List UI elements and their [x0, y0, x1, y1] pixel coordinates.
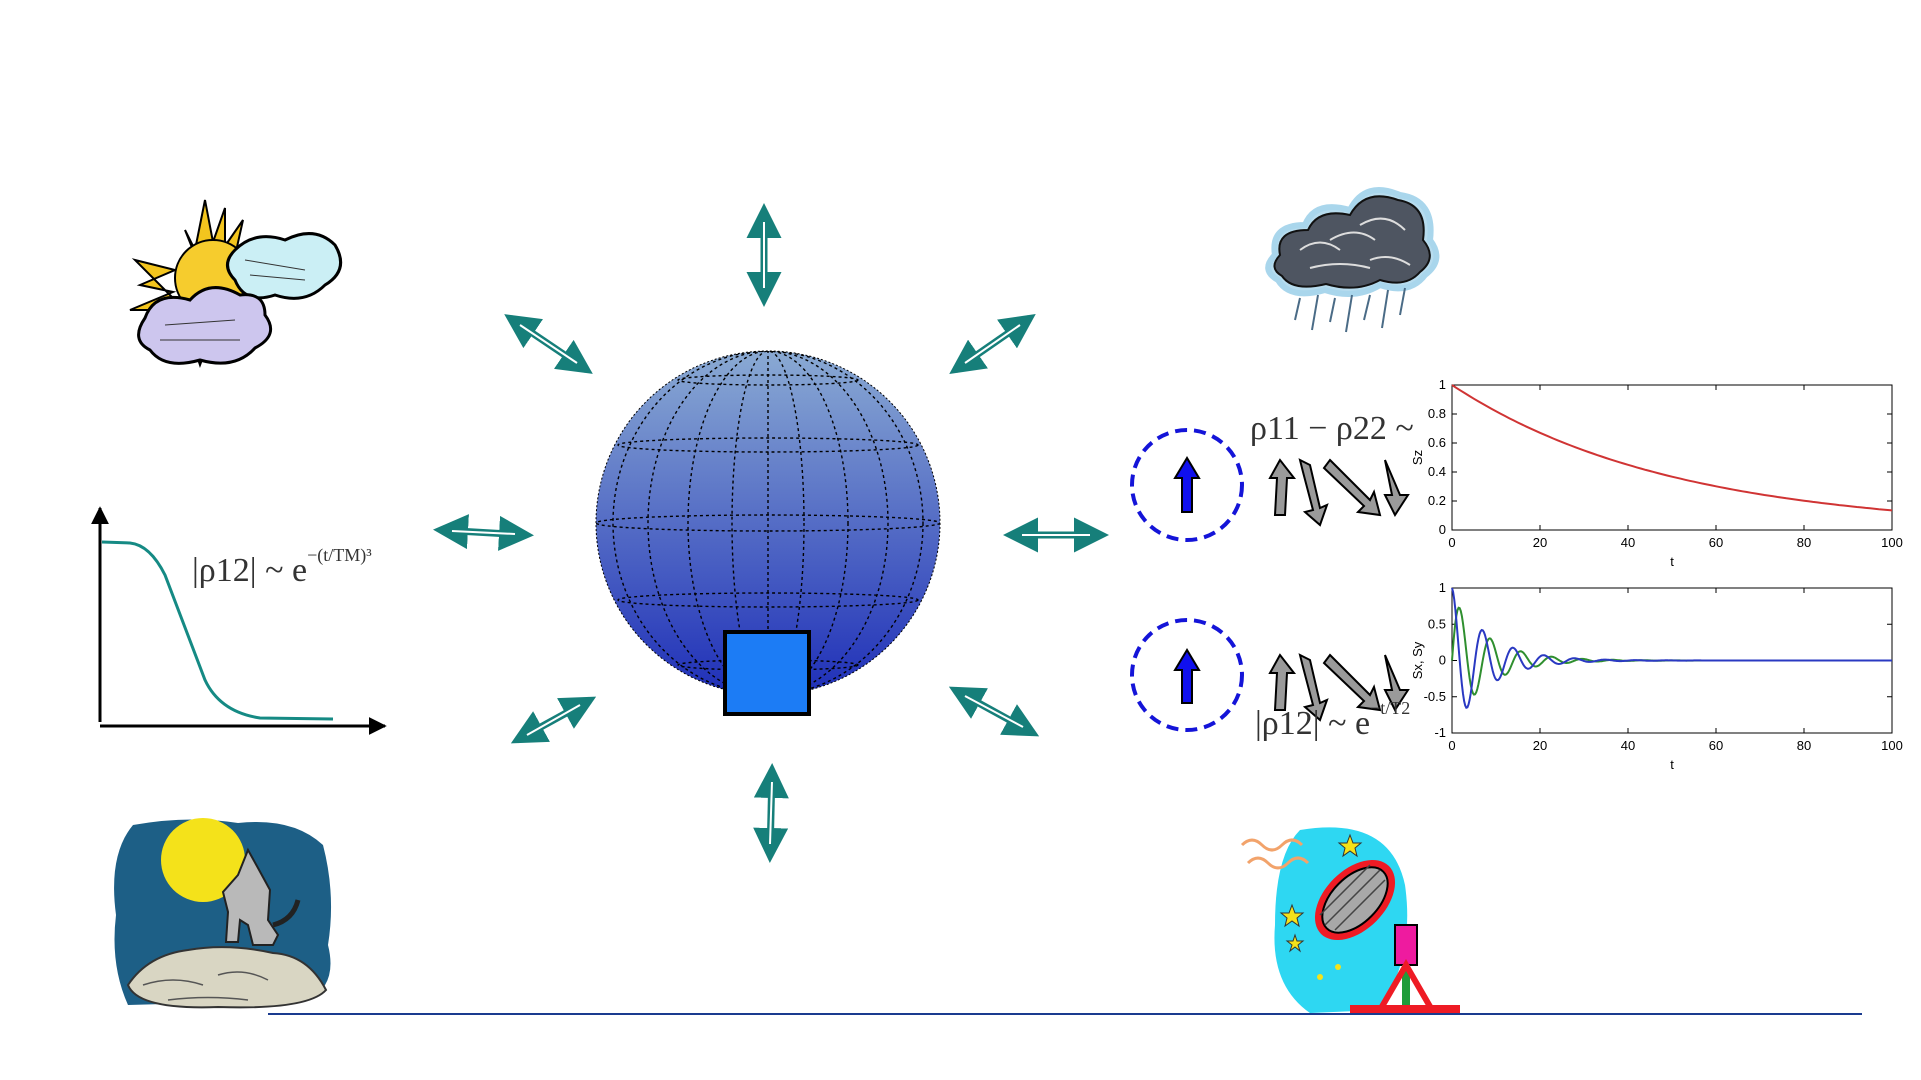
y-tick-label: -0.5	[1424, 689, 1446, 704]
spin-bath-arrows-icon	[1268, 653, 1410, 722]
spin-circle	[1130, 618, 1244, 732]
moon-coyote-icon	[114, 818, 332, 1009]
x-tick-label: 60	[1709, 738, 1723, 753]
x-tick-label: 40	[1621, 535, 1635, 550]
population-equation: ρ11 − ρ22 ~	[1250, 410, 1414, 447]
radio-dish-icon	[1240, 827, 1460, 1013]
spin-diagram-bottom	[1130, 618, 1410, 732]
plot-frame	[1451, 384, 1893, 531]
x-axis-label: t	[1670, 554, 1674, 569]
globe-sphere	[595, 350, 941, 696]
coherence-decay-plot	[91, 506, 387, 735]
spin-up-arrow-icon	[1173, 456, 1201, 513]
x-axis-label: t	[1670, 757, 1674, 772]
y-tick-label: -1	[1434, 725, 1446, 740]
y-axis-label: Sx, Sy	[1410, 641, 1425, 679]
x-tick-label: 40	[1621, 738, 1635, 753]
sxy-plot: 0 20 40 60 80 100 -1 -0.5 0 0.5 1 t Sx, Sy	[1410, 580, 1903, 772]
x-tick-label: 0	[1448, 535, 1455, 550]
spin-diagram-top	[1130, 428, 1410, 542]
y-tick-label: 1	[1439, 580, 1446, 595]
x-tick-label: 0	[1448, 738, 1455, 753]
x-tick-label: 80	[1797, 535, 1811, 550]
y-tick-label: 0.6	[1428, 435, 1446, 450]
system-square	[723, 630, 811, 716]
decay-equation: |ρ12| ~ e−(t/TM)³	[192, 544, 372, 589]
x-tick-label: 20	[1533, 738, 1547, 753]
spin-circle	[1130, 428, 1244, 542]
spin-up-arrow-icon	[1173, 648, 1201, 704]
sun-behind-clouds-icon	[129, 199, 343, 368]
x-tick-label: 100	[1881, 535, 1903, 550]
y-tick-label: 0	[1439, 653, 1446, 668]
y-tick-label: 0.5	[1428, 616, 1446, 631]
spin-bath-arrows-icon	[1268, 458, 1410, 527]
y-tick-label: 1	[1439, 377, 1446, 392]
x-tick-label: 80	[1797, 738, 1811, 753]
sz-plot: 0 20 40 60 80 100 0 0.2 0.4 0.6 0.8 1 t Sz	[1410, 377, 1903, 569]
x-tick-label: 100	[1881, 738, 1903, 753]
x-tick-label: 60	[1709, 535, 1723, 550]
y-tick-label: 0	[1439, 522, 1446, 537]
series-line-2	[1451, 587, 1892, 709]
y-axis-label: Sz	[1410, 450, 1425, 465]
decay-curve	[101, 540, 334, 721]
bottom-divider-line	[268, 1013, 1862, 1015]
coherence-equation: |ρ12| ~ e−t/T2	[1255, 697, 1411, 742]
rain-cloud-icon	[1265, 187, 1440, 333]
y-tick-label: 0.8	[1428, 406, 1446, 421]
x-tick-label: 20	[1533, 535, 1547, 550]
series-line-1	[1451, 384, 1893, 512]
y-tick-label: 0.4	[1428, 464, 1446, 479]
y-tick-label: 0.2	[1428, 493, 1446, 508]
